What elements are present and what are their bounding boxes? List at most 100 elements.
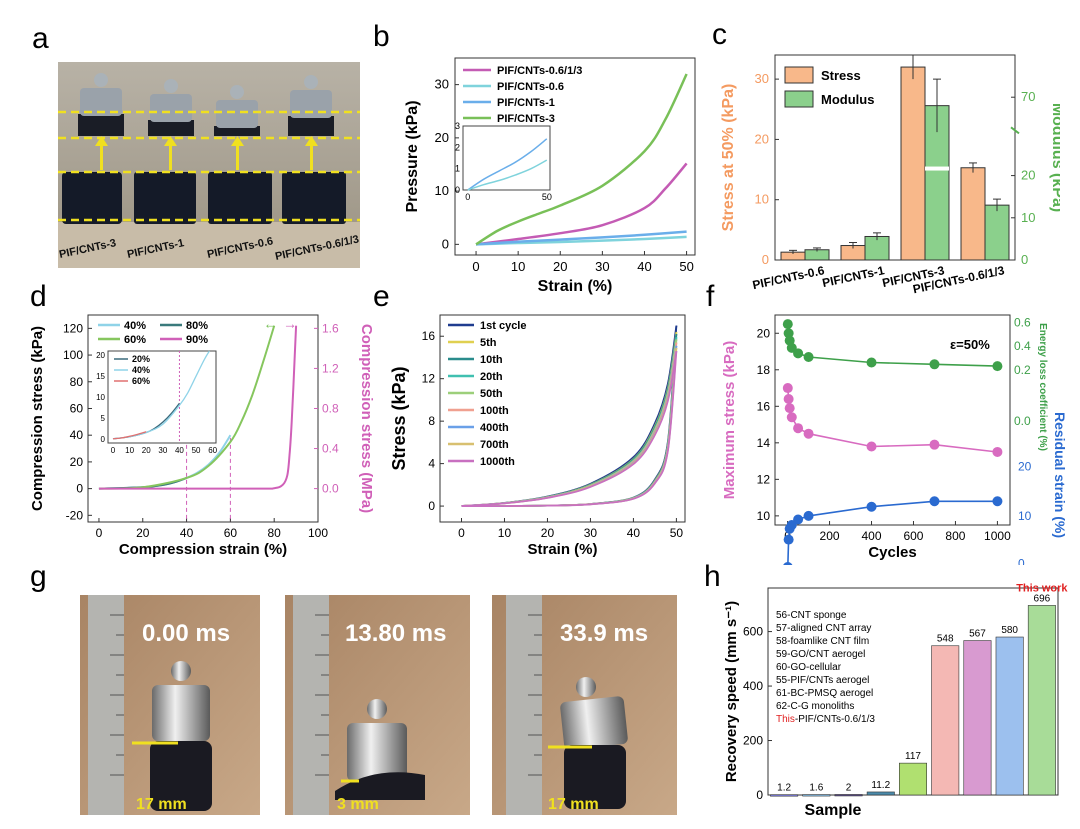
- legend-label-1: PIF/CNTs-0.6: [497, 81, 564, 93]
- y2-tick-label: 0.4: [322, 442, 339, 456]
- point-1-6: [866, 441, 877, 452]
- inset-x-tick-label: 60: [208, 446, 217, 455]
- inset-line-0: [467, 138, 548, 191]
- point-1-8: [992, 446, 1003, 457]
- legend-swatch-0: [784, 66, 814, 84]
- legend-label-3: PIF/CNTs-3: [497, 113, 555, 125]
- point-2-6: [866, 501, 877, 512]
- arrow-right-icon: →: [283, 315, 297, 331]
- bar-1: [802, 794, 831, 797]
- point-0-4: [793, 348, 804, 359]
- y-tick-label: 18: [757, 363, 771, 377]
- chart-e: 0 10 20 30 40 50 0 4 8 12 16 Strain (%) Stress (kPa)…: [389, 314, 686, 558]
- y-tick-label: 60: [70, 401, 84, 415]
- bar-4: [899, 762, 927, 796]
- inset-x-tick-label: 50: [192, 446, 201, 455]
- y-tick-label: 0: [76, 482, 83, 496]
- frame-2: 13.80 ms 3 mm: [285, 595, 470, 815]
- y-tick-label: 400: [743, 679, 763, 693]
- series-line-3: [98, 325, 298, 490]
- chart-d: 0 20 40 60 80 100-200204060801001200.00.40.81…: [29, 314, 373, 558]
- x-axis-label: Strain (%): [527, 541, 597, 558]
- point-0-7: [929, 359, 940, 370]
- y-tick-label: 0: [762, 252, 769, 267]
- y2-axis-label: Compression stress (MPa): [358, 324, 373, 513]
- legend-swatch-1: [784, 90, 814, 108]
- inset-legend-label-0: 20%: [132, 354, 150, 364]
- inset-y-tick-label: 10: [96, 393, 105, 402]
- y-tick-label: 10: [435, 183, 449, 198]
- y2-tick-label: 10: [1021, 210, 1035, 225]
- y-tick-label: -20: [66, 508, 84, 522]
- x-tick-label: 100: [308, 526, 328, 540]
- point-0-6: [866, 357, 877, 368]
- x-tick-label: 20: [541, 526, 555, 540]
- y-tick-label: 20: [755, 131, 769, 146]
- legend-item-rest: -PIF/CNTs-0.6/1/3: [795, 714, 875, 725]
- inset-line-1: [467, 159, 548, 191]
- bar-value-label-8: 696: [1034, 593, 1051, 604]
- inset-y-tick-label: 15: [96, 372, 105, 381]
- y-tick-label: 120: [63, 321, 83, 335]
- y2-tick-label: 70: [1021, 89, 1035, 104]
- inset-legend-label-2: 60%: [132, 376, 150, 386]
- x-tick-label: 50: [679, 259, 693, 274]
- point-2-4: [793, 514, 804, 525]
- x-tick-label: 40: [627, 526, 641, 540]
- y2-tick-label: 1.2: [322, 361, 339, 375]
- x-tick-label: 400: [862, 529, 882, 543]
- inset-x-tick-label: 10: [125, 446, 134, 455]
- y2-tick-label: 0.2: [1014, 363, 1031, 377]
- point-1-2: [784, 403, 795, 414]
- panel-label-d: d: [30, 280, 47, 313]
- inset-y-tick-label: 0: [455, 185, 460, 195]
- bar-value-label-5: 548: [937, 634, 954, 645]
- legend-item-prefix: This: [776, 714, 795, 725]
- weights: [80, 73, 332, 128]
- guide-lines: [58, 110, 360, 222]
- y-tick-label: 0: [442, 236, 449, 251]
- unloading-curve-8: [461, 351, 678, 508]
- inset-line-2: [112, 431, 147, 440]
- inset-x-tick-label: 50: [542, 192, 552, 202]
- frame-1: 0.00 ms 17 mm: [80, 595, 260, 815]
- point-0-5: [803, 352, 814, 362]
- annotation: ε=50%: [950, 337, 990, 352]
- foam-blocks: [62, 114, 346, 224]
- chart-c: 0 10 20 30 0 10 20 70 Stress at 50% (kPa) Modulus…: [720, 54, 1060, 296]
- y3-tick-label: 20: [1018, 460, 1032, 474]
- point-0-0: [782, 319, 793, 330]
- chart-h: 0 200 400 600 Sample Recovery speed (mm s⁻¹) 1…: [723, 582, 1068, 819]
- panel-label-c: c: [712, 18, 727, 51]
- plot-frame: [774, 54, 1016, 261]
- bar-3: [866, 791, 895, 796]
- frame-3: 33.9 ms 17 mm: [492, 595, 677, 815]
- y-axis-label: Pressure (kPa): [404, 100, 421, 212]
- arrows: [95, 136, 318, 170]
- frame-2-time: 13.80 ms: [345, 620, 446, 647]
- inset-frame: [462, 125, 551, 191]
- category-label-0: PIF/CNTs-0.6: [751, 263, 826, 292]
- inset-frame: [107, 350, 217, 444]
- panel-label-a: a: [32, 22, 49, 55]
- y-axis-label: Stress (kPa): [389, 366, 409, 470]
- y-tick-label: 80: [70, 375, 84, 389]
- y3-tick-label: 0: [1018, 556, 1025, 565]
- legend-label-4: 50th: [480, 388, 503, 400]
- frame-3-height: 17 mm: [548, 796, 599, 813]
- series-line-2: [475, 230, 687, 246]
- point-1-7: [929, 439, 940, 450]
- inset-y-tick-label: 5: [101, 414, 106, 423]
- x-tick-label: 60: [224, 526, 238, 540]
- y-tick-label: 4: [428, 457, 435, 471]
- point-2-1: [783, 534, 794, 545]
- legend-label-3: 20th: [480, 371, 503, 383]
- y2-tick-label: 20: [1021, 168, 1035, 183]
- legend-item-4: 60-GO-cellular: [776, 662, 842, 673]
- legend-label-3: 90%: [186, 334, 208, 346]
- bar-value-label-3: 11.2: [871, 780, 890, 791]
- bar-value-label-6: 567: [969, 629, 986, 640]
- x-axis-label: Compression strain (%): [119, 541, 287, 558]
- x-tick-label: 0: [458, 526, 465, 540]
